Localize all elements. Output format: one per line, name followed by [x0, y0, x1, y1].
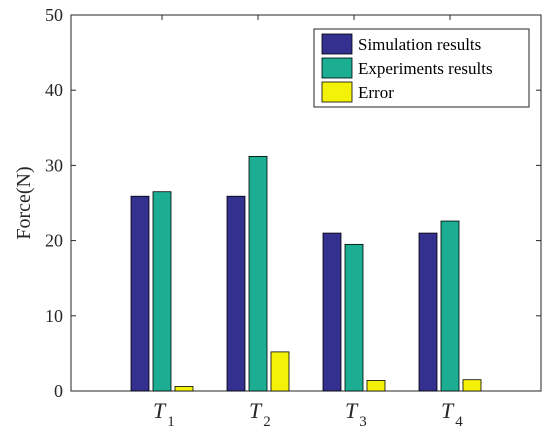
bar-simulation-results-2	[226, 195, 246, 392]
y-tick-label: 40	[45, 80, 63, 100]
bar-experiments-results-1	[152, 191, 172, 392]
bar-experiments-results-4	[440, 220, 460, 392]
bar-error-1	[174, 386, 194, 392]
y-tick-label: 20	[45, 231, 63, 251]
legend-swatch	[321, 33, 353, 55]
legend: Simulation results Experiments results Err…	[313, 28, 530, 108]
legend-label: Experiments results	[358, 59, 493, 78]
y-tick-label: 50	[45, 5, 63, 25]
legend-swatch	[321, 81, 353, 103]
bar-error-4	[462, 379, 482, 392]
bar-simulation-results-3	[322, 232, 342, 392]
y-axis: 0 10 20 30 40 50	[45, 5, 541, 401]
bar-simulation-results-4	[418, 232, 438, 392]
bar-error-2	[270, 351, 290, 392]
bars	[130, 155, 482, 392]
y-axis-label: Force(N)	[13, 166, 35, 239]
legend-swatch	[321, 57, 353, 79]
bar-error-3	[366, 380, 386, 392]
bar-experiments-results-3	[344, 243, 364, 392]
legend-label: Error	[358, 83, 394, 102]
bar-simulation-results-1	[130, 195, 150, 392]
y-tick-label: 0	[54, 381, 63, 401]
y-tick-label: 30	[45, 155, 63, 175]
y-tick-label: 10	[45, 306, 63, 326]
legend-label: Simulation results	[358, 35, 481, 54]
bar-experiments-results-2	[248, 155, 268, 392]
